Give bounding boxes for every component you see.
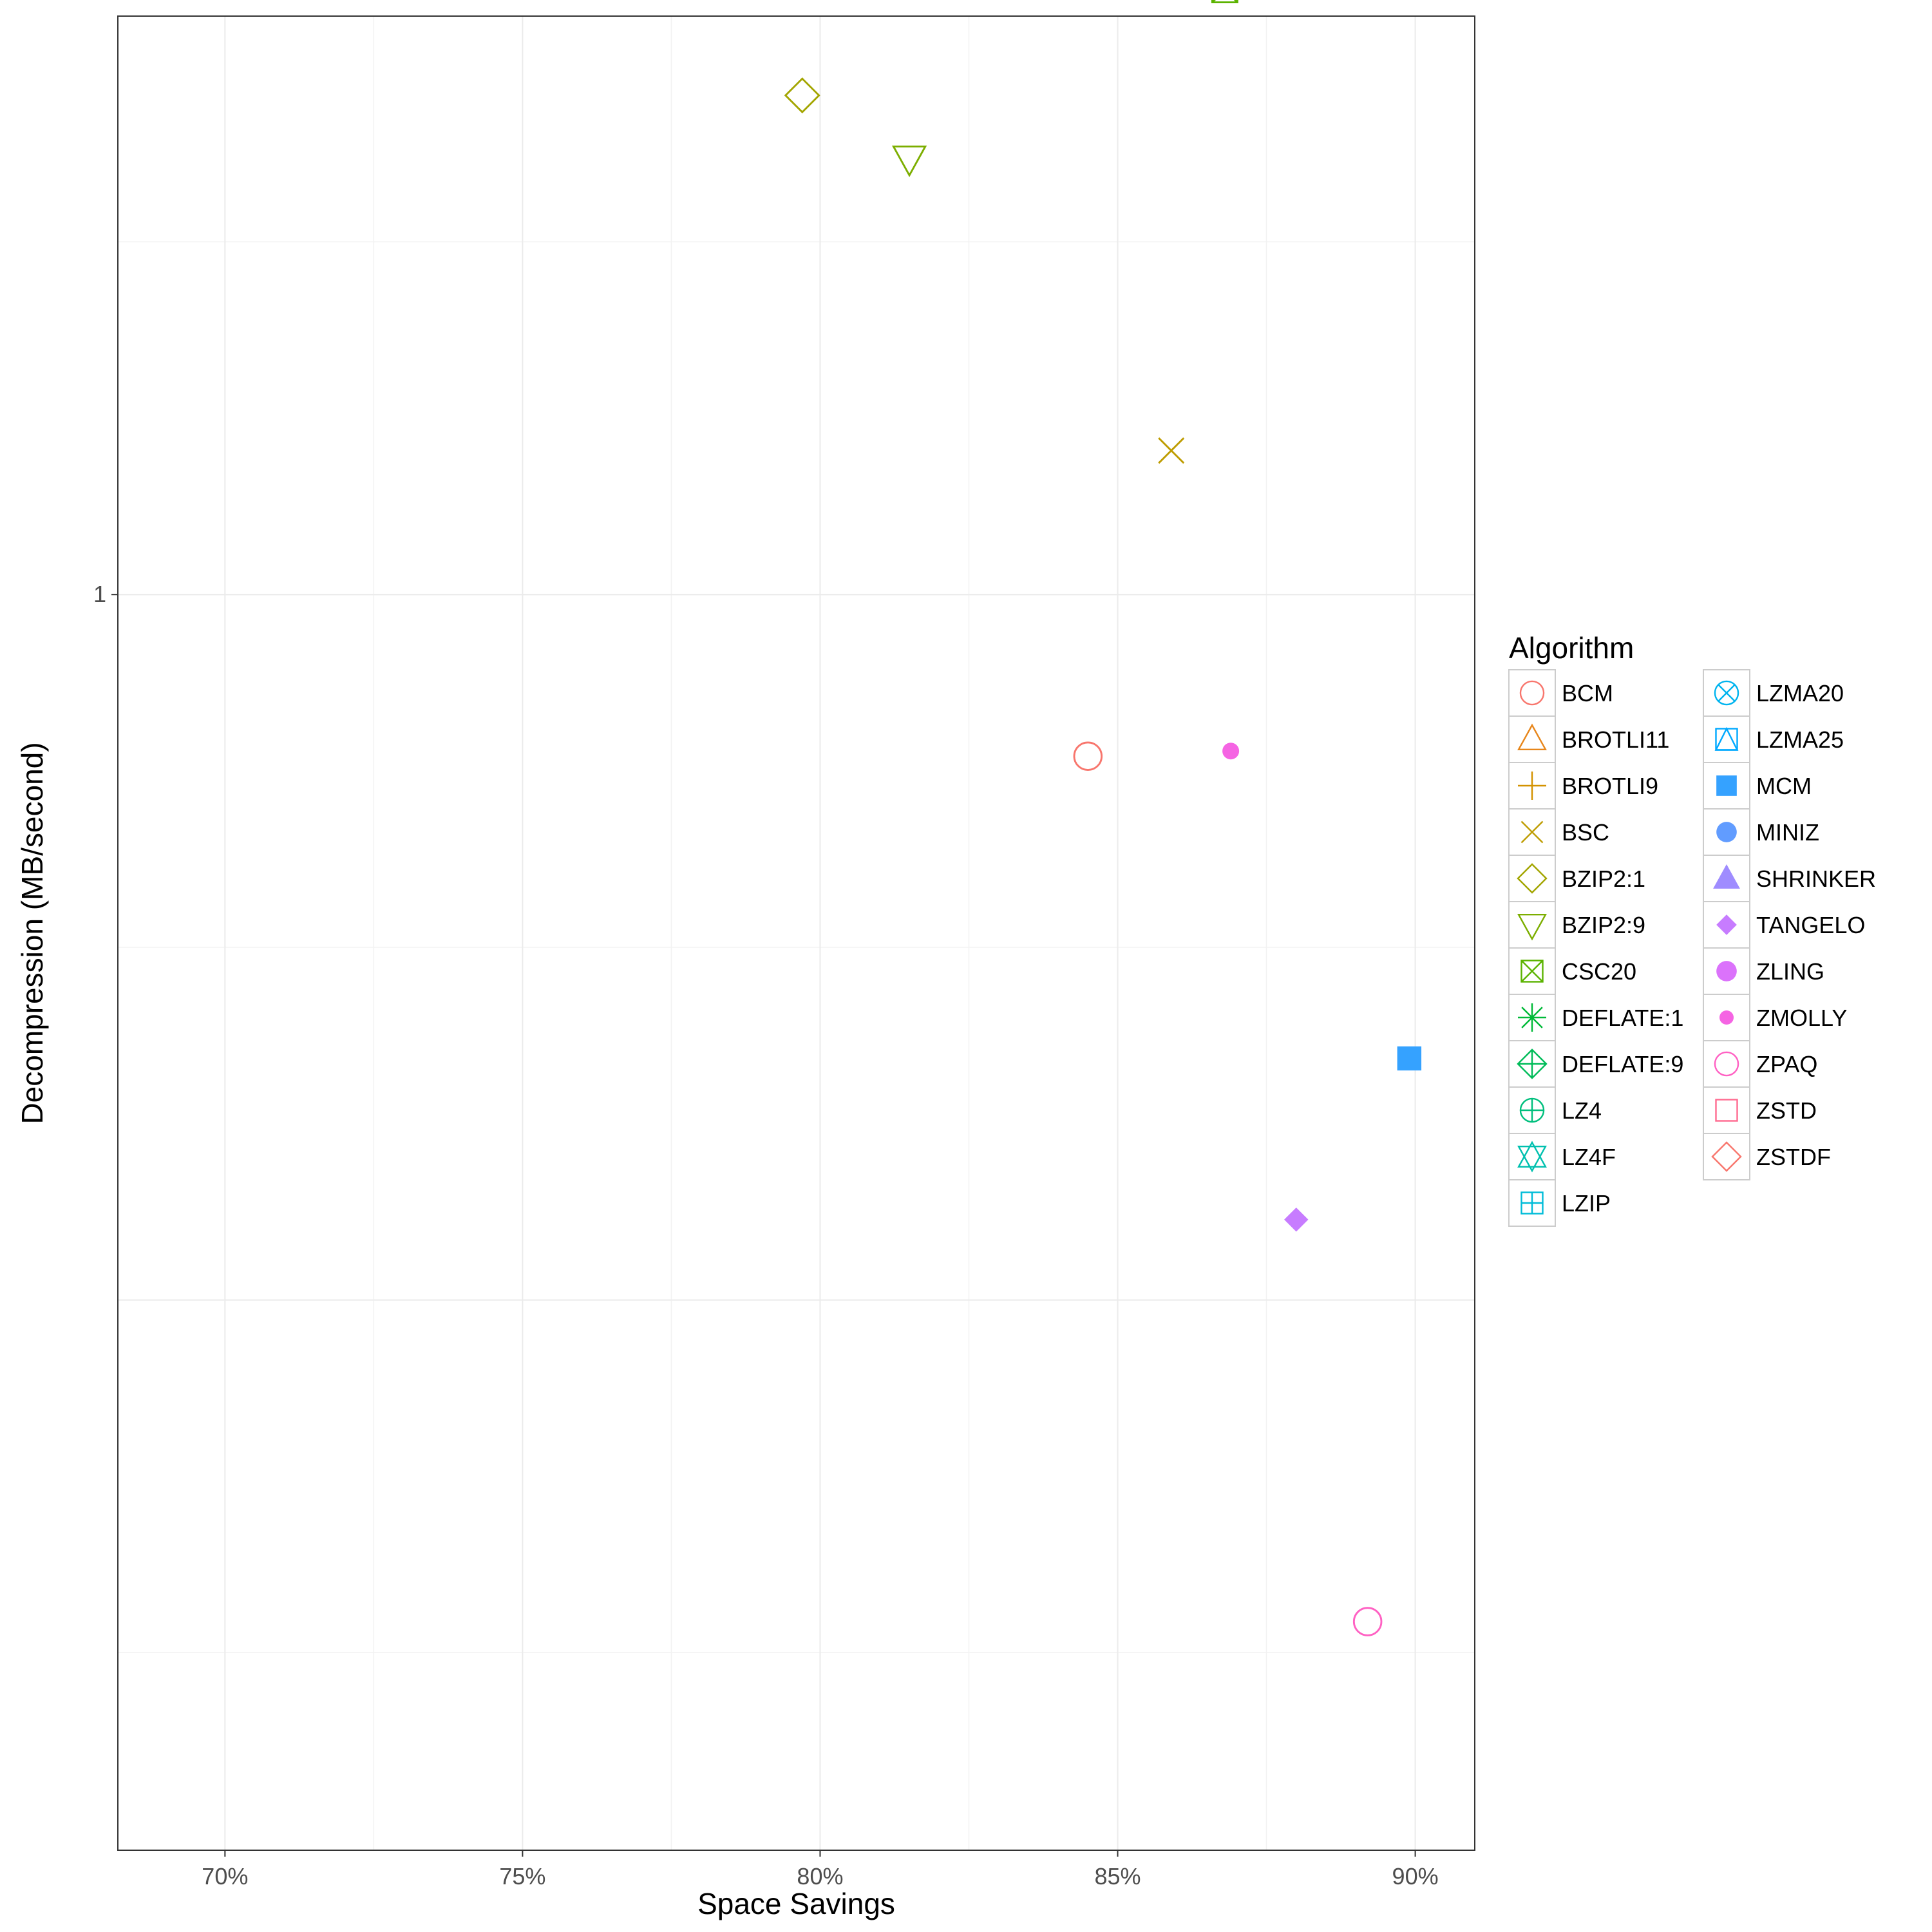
- x-tick-label: 80%: [797, 1863, 843, 1889]
- legend-label-bsc: BSC: [1562, 819, 1609, 846]
- legend-marker-bcm: [1519, 680, 1545, 706]
- legend-key-bzip2-9: [1508, 901, 1556, 949]
- legend-label-zstd: ZSTD: [1756, 1097, 1817, 1124]
- point-zpaq: [1352, 1607, 1383, 1636]
- point-bsc: [1158, 437, 1185, 464]
- legend-label-lzip: LZIP: [1562, 1190, 1611, 1217]
- legend-key-zstd: [1703, 1086, 1750, 1134]
- legend-label-bcm: BCM: [1562, 680, 1613, 706]
- legend-label-bzip2-9: BZIP2:9: [1562, 912, 1645, 938]
- x-axis: 70% 75% 80% 85% 90%: [202, 1850, 1439, 1889]
- x-tick-label: 85%: [1094, 1863, 1141, 1889]
- grid-major: [118, 16, 1475, 1850]
- point-zmolly: [1222, 743, 1240, 760]
- legend-key-lzma25: [1703, 715, 1750, 763]
- legend-label-shrinker: SHRINKER: [1756, 866, 1876, 892]
- legend-label-deflate-1: DEFLATE:1: [1562, 1005, 1683, 1031]
- legend-marker-bsc: [1520, 820, 1544, 844]
- data-points: [784, 0, 1422, 1636]
- y-tick-label: 1: [93, 581, 106, 607]
- legend-label-csc20: CSC20: [1562, 958, 1636, 985]
- legend-marker-brotli9: [1518, 772, 1546, 800]
- legend-marker-zstdf: [1711, 1141, 1742, 1172]
- legend-key-lz4: [1508, 1086, 1556, 1134]
- legend-label-zling: ZLING: [1756, 958, 1824, 985]
- legend-marker-zpaq: [1714, 1051, 1739, 1077]
- legend-label-brotli11: BROTLI11: [1562, 726, 1669, 753]
- legend-label-brotli9: BROTLI9: [1562, 773, 1658, 799]
- legend-label-zmolly: ZMOLLY: [1756, 1005, 1847, 1031]
- legend-marker-zling: [1716, 961, 1737, 981]
- grid-minor: [118, 16, 1475, 1850]
- legend-marker-lzip: [1520, 1191, 1544, 1215]
- legend-key-zpaq: [1703, 1040, 1750, 1088]
- legend-label-deflate-9: DEFLATE:9: [1562, 1051, 1683, 1077]
- legend-label-mcm: MCM: [1756, 773, 1812, 799]
- legend-marker-zmolly: [1719, 1010, 1734, 1025]
- legend-marker-deflate-1: [1518, 1003, 1546, 1032]
- legend-marker-lz4f: [1517, 1141, 1547, 1173]
- plot-panel-border: [117, 15, 1475, 1851]
- point-tangelo: [1284, 1208, 1309, 1232]
- legend-key-bcm: [1508, 669, 1556, 717]
- legend-marker-lzma20: [1714, 680, 1739, 706]
- legend-label-lz4: LZ4: [1562, 1097, 1602, 1124]
- legend-marker-tangelo: [1716, 914, 1737, 935]
- point-bzip2-1: [784, 77, 820, 114]
- legend-marker-lzma25: [1714, 726, 1739, 751]
- legend-marker-zstd: [1715, 1099, 1738, 1122]
- point-csc20: [1211, 0, 1238, 4]
- legend-marker-bzip2-1: [1517, 863, 1548, 894]
- legend-label-bzip2-1: BZIP2:1: [1562, 866, 1645, 892]
- point-mcm: [1397, 1046, 1422, 1071]
- legend-key-miniz: [1703, 808, 1750, 856]
- legend-marker-brotli11: [1517, 723, 1547, 751]
- legend-marker-lz4: [1519, 1097, 1545, 1123]
- legend-marker-miniz: [1716, 822, 1737, 842]
- legend-label-lzma20: LZMA20: [1756, 680, 1844, 706]
- legend-label-zstdf: ZSTDF: [1756, 1144, 1831, 1170]
- legend: Algorithm BCM BROTLI11 BROTLI9 BSC BZIP2:1 BZ…: [1508, 631, 1876, 1227]
- legend-label-lzma25: LZMA25: [1756, 726, 1844, 753]
- legend-marker-csc20: [1520, 960, 1544, 983]
- x-tick-label: 70%: [202, 1863, 248, 1889]
- legend-marker-deflate-9: [1517, 1048, 1548, 1079]
- legend-marker-shrinker: [1713, 864, 1740, 889]
- legend-key-brotli11: [1508, 715, 1556, 763]
- legend-key-zstdf: [1703, 1133, 1750, 1180]
- legend-marker-mcm: [1716, 775, 1737, 796]
- legend-key-bzip2-1: [1508, 855, 1556, 902]
- legend-label-tangelo: TANGELO: [1756, 912, 1865, 938]
- legend-marker-bzip2-9: [1517, 913, 1547, 941]
- x-tick-label: 75%: [499, 1863, 545, 1889]
- x-axis-label: Space Savings: [697, 1887, 895, 1920]
- legend-label-miniz: MINIZ: [1756, 819, 1819, 846]
- x-tick-label: 90%: [1392, 1863, 1439, 1889]
- y-axis: 110100: [93, 581, 118, 607]
- legend-key-lz4f: [1508, 1133, 1556, 1180]
- y-axis-label: Decompression (MB/second): [15, 742, 49, 1124]
- legend-label-lz4f: LZ4F: [1562, 1144, 1616, 1170]
- legend-label-zpaq: ZPAQ: [1756, 1051, 1817, 1077]
- legend-title: Algorithm: [1509, 631, 1634, 665]
- point-bcm: [1073, 741, 1103, 771]
- point-bzip2-9: [891, 146, 927, 178]
